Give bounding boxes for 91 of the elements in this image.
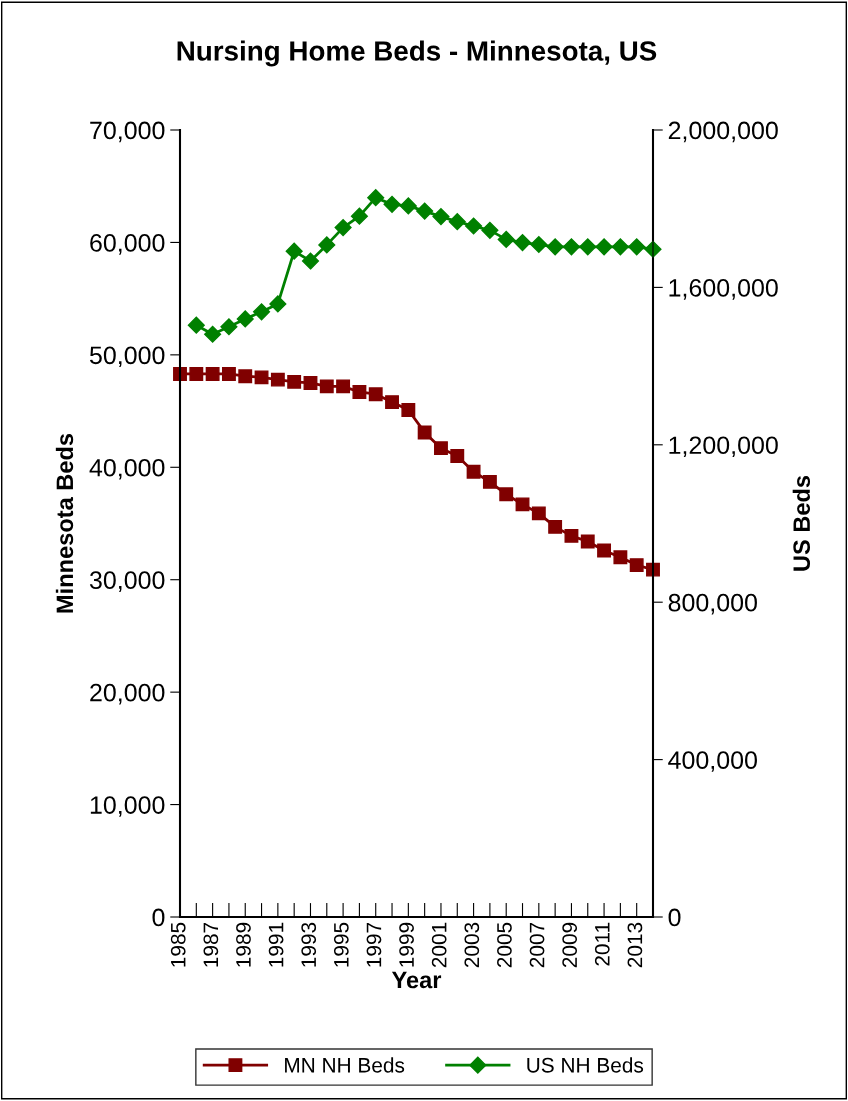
point: [597, 543, 612, 558]
point: [367, 189, 385, 207]
legend-label: US NH Beds: [527, 1057, 644, 1073]
x-tick-label: 1989: [236, 922, 251, 967]
point: [513, 233, 532, 252]
point: [613, 550, 628, 565]
x-tick-label: 1997: [366, 922, 382, 967]
point: [368, 387, 383, 402]
point: [450, 449, 465, 463]
x-tick-label: 1987: [203, 922, 219, 967]
y-tick-label: 40,000: [89, 458, 165, 480]
x-tick-label: 2011: [594, 922, 610, 966]
chart-title: Nursing Home Beds - Minnesota, US: [177, 40, 657, 67]
y-tick-label: 70,000: [90, 121, 165, 143]
point: [352, 385, 367, 399]
point: [319, 379, 334, 394]
x-tick-label: 1991: [268, 922, 284, 967]
point: [548, 519, 563, 534]
y2-tick-label: 2,000,000: [668, 121, 778, 143]
point: [318, 236, 336, 254]
point: [205, 367, 220, 381]
point: [628, 238, 646, 256]
point: [399, 197, 417, 215]
y-tick-label: 60,000: [90, 234, 165, 255]
point: [515, 497, 530, 512]
point: [432, 208, 450, 226]
point: [385, 395, 399, 410]
point: [497, 230, 515, 248]
x-tick-label: 2005: [497, 922, 512, 968]
y2-tick-label: 1,600,000: [669, 279, 778, 300]
point: [336, 379, 351, 394]
point: [287, 374, 302, 389]
y-tick-label: 50,000: [89, 346, 165, 368]
x-tick-label: 2013: [627, 922, 643, 968]
y2-tick-label: 800,000: [668, 593, 757, 615]
point: [611, 238, 629, 256]
point: [221, 367, 236, 381]
point: [187, 316, 205, 334]
x-tick-label: 2007: [529, 922, 545, 968]
point: [595, 238, 613, 256]
legend-label: MN NH Beds: [285, 1057, 405, 1073]
point: [530, 235, 548, 254]
point: [499, 487, 514, 502]
y-axis-title: Minnesota Beds: [55, 433, 74, 613]
point: [252, 303, 271, 321]
point: [269, 295, 287, 313]
point: [482, 474, 497, 489]
x-tick-label: 1999: [399, 922, 414, 967]
point: [303, 376, 318, 390]
point: [629, 558, 644, 573]
x-axis-title: Year: [391, 971, 442, 989]
x-tick-label: 2001: [431, 922, 447, 968]
point: [270, 372, 285, 387]
x-tick-label: 2003: [464, 922, 480, 968]
point: [401, 403, 416, 417]
point: [580, 534, 595, 549]
point: [481, 221, 499, 239]
x-tick-label: 1995: [333, 922, 349, 967]
point: [220, 318, 238, 336]
y-tick-label: 20,000: [90, 683, 165, 705]
point: [301, 252, 320, 270]
point: [334, 219, 352, 237]
y2-axis-title: US Beds: [792, 475, 811, 571]
point: [579, 238, 597, 256]
y2-tick-label: 0: [668, 908, 681, 927]
point: [562, 238, 581, 256]
y2-tick-label: 400,000: [668, 751, 757, 772]
point: [383, 195, 401, 213]
point: [466, 464, 481, 479]
y-tick-label: 0: [152, 908, 165, 927]
point: [546, 238, 564, 256]
x-tick-label: 2009: [562, 922, 578, 968]
point: [416, 202, 434, 220]
y-tick-label: 30,000: [89, 571, 165, 592]
point: [465, 217, 483, 235]
point: [204, 325, 222, 343]
point: [434, 441, 448, 456]
point: [564, 528, 579, 543]
point: [189, 367, 204, 381]
point: [448, 213, 466, 231]
x-tick-label: 1985: [170, 922, 186, 967]
point: [236, 310, 254, 328]
point: [531, 506, 546, 521]
y-tick-label: 10,000: [90, 796, 165, 817]
point: [285, 242, 303, 260]
point: [254, 370, 269, 385]
point: [350, 207, 368, 225]
point: [238, 369, 253, 384]
x-tick-label: 1993: [301, 922, 317, 967]
y2-tick-label: 1,200,000: [669, 436, 778, 458]
point: [417, 425, 432, 440]
